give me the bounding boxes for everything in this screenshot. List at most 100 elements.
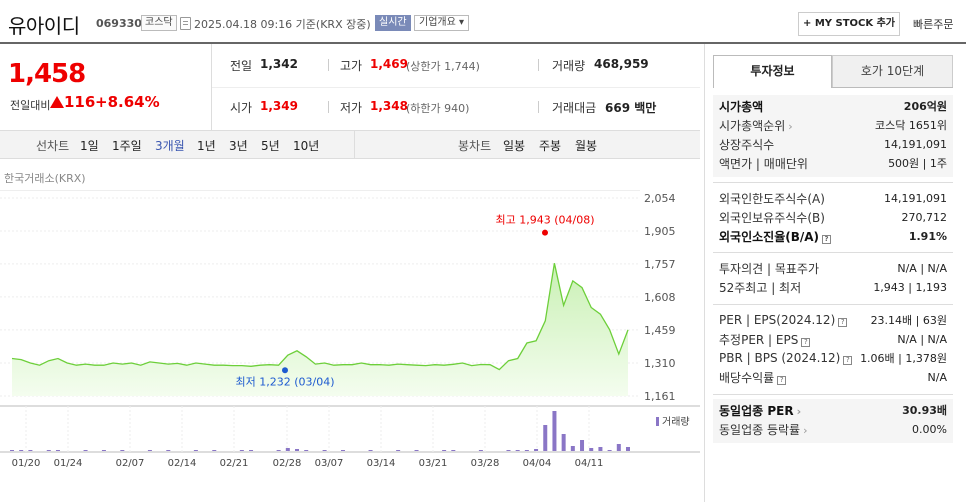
- volume-bar: [276, 450, 281, 451]
- lower-limit: (하한가 940): [406, 102, 470, 115]
- chevron-right-icon[interactable]: ›: [803, 423, 808, 437]
- prev-close-label: 전일: [230, 59, 253, 73]
- chevron-right-icon[interactable]: ›: [796, 404, 802, 418]
- x-tick-label: 02/07: [116, 458, 145, 469]
- tab-invest-info[interactable]: 투자정보: [713, 55, 832, 88]
- period-3y[interactable]: 3년: [229, 139, 248, 153]
- info-row-value: 30.93배: [902, 404, 947, 417]
- volume-bar: [249, 450, 254, 451]
- info-row-value: N/A | N/A: [897, 332, 947, 346]
- help-icon[interactable]: ?: [838, 318, 848, 327]
- company-overview-dropdown[interactable]: 기업개요 ▾: [414, 15, 469, 31]
- info-row[interactable]: 시가총액순위 › 코스닥 1651위: [719, 116, 947, 134]
- info-row-label: 외국인소진율(B/A)?: [719, 228, 832, 245]
- price-change-pct: +8.64%: [95, 93, 160, 111]
- line-chart-label: 선차트: [36, 139, 70, 153]
- volume-bar: [580, 440, 585, 451]
- period-1d[interactable]: 1일: [80, 139, 99, 153]
- y-tick-label: 1,757: [644, 258, 676, 271]
- help-icon[interactable]: ?: [843, 356, 853, 365]
- tab-orderbook-10[interactable]: 호가 10단계: [832, 55, 953, 88]
- realtime-button[interactable]: 실시간: [375, 15, 411, 31]
- info-row[interactable]: PBR | BPS (2024.12)? 1.06배 | 1,378원: [719, 349, 947, 367]
- info-row-value: 0.00%: [912, 422, 947, 436]
- volume-bar: [442, 450, 447, 451]
- document-icon: [180, 17, 191, 30]
- high-value: 1,469: [370, 57, 408, 71]
- info-group-divider: [713, 252, 953, 253]
- info-group-divider: [713, 304, 953, 305]
- period-bar: [0, 130, 700, 159]
- help-icon[interactable]: ?: [801, 337, 811, 347]
- volume-bar: [616, 444, 621, 451]
- volume-bar: [396, 450, 401, 451]
- stock-code: 069330: [96, 17, 142, 30]
- info-row: 외국인한도주식수(A) 14,191,091: [719, 189, 947, 207]
- info-row[interactable]: 동일업종 PER › 30.93배: [719, 401, 947, 419]
- volume-bar: [414, 450, 419, 451]
- volume-bar: [101, 450, 106, 451]
- help-icon[interactable]: ?: [822, 234, 832, 244]
- x-tick-label: 02/21: [220, 458, 249, 469]
- x-tick-label: 03/28: [471, 458, 500, 469]
- info-row[interactable]: 동일업종 등락률 › 0.00%: [719, 420, 947, 438]
- info-row[interactable]: PER | EPS(2024.12)? 23.14배 | 63원: [719, 311, 947, 329]
- period-1y[interactable]: 1년: [197, 139, 216, 153]
- help-icon[interactable]: ?: [777, 375, 787, 385]
- chart-source-label: 한국거래소(KRX): [4, 172, 86, 185]
- price-change: 116: [64, 93, 96, 111]
- current-price: 1,458: [8, 59, 86, 89]
- volume-bar: [166, 450, 171, 451]
- open-label: 시가: [230, 101, 253, 115]
- stock-header: [0, 0, 966, 44]
- min-point-marker: [282, 367, 288, 374]
- info-row: 52주최고 | 최저 1,943 | 1,193: [719, 278, 947, 296]
- quick-order-button[interactable]: 빠른주문: [913, 18, 954, 31]
- timestamp: 2025.04.18 09:16 기준(KRX 장중): [194, 18, 371, 31]
- divider: [538, 59, 539, 71]
- info-group-divider: [713, 394, 953, 395]
- info-row-label: 액면가 | 매매단위: [719, 156, 808, 171]
- period-3m[interactable]: 3개월: [155, 139, 185, 153]
- x-tick-label: 04/04: [523, 458, 552, 469]
- info-row[interactable]: 추정PER | EPS? N/A | N/A: [719, 330, 947, 348]
- period-1w[interactable]: 1주일: [112, 139, 142, 153]
- volume-bar: [28, 450, 33, 451]
- change-label: 전일대비: [10, 99, 51, 112]
- info-group-divider: [713, 182, 953, 183]
- info-row-label: 시가총액: [719, 99, 764, 114]
- y-tick-label: 1,161: [644, 390, 676, 403]
- candle-monthly[interactable]: 월봉: [575, 139, 598, 153]
- period-10y[interactable]: 10년: [293, 139, 320, 153]
- info-row-value: 코스닥 1651위: [875, 119, 947, 132]
- candle-weekly[interactable]: 주봉: [539, 139, 562, 153]
- y-tick-label: 1,905: [644, 225, 676, 238]
- info-row-label: 상장주식수: [719, 137, 775, 152]
- info-row[interactable]: 배당수익률? N/A: [719, 368, 947, 386]
- x-tick-label: 02/14: [168, 458, 197, 469]
- chevron-right-icon[interactable]: ›: [788, 119, 793, 133]
- info-row[interactable]: 외국인소진율(B/A)? 1.91%: [719, 227, 947, 245]
- y-tick-label: 2,054: [644, 192, 676, 205]
- x-tick-label: 01/24: [54, 458, 83, 469]
- info-row-label: 투자의견 | 목표주가: [719, 261, 819, 276]
- volume-bar: [451, 450, 456, 451]
- volume-bar: [83, 450, 88, 451]
- period-bar-divider: [354, 130, 355, 159]
- info-row-value: 14,191,091: [884, 137, 947, 151]
- volume-bar: [534, 449, 539, 451]
- info-row: 투자의견 | 목표주가 N/A | N/A: [719, 259, 947, 277]
- info-row-value: N/A | N/A: [897, 261, 947, 275]
- market-badge: 코스닥: [141, 15, 177, 31]
- x-tick-label: 03/21: [419, 458, 448, 469]
- info-row: 시가총액 206억원: [719, 97, 947, 115]
- volume-bar: [193, 450, 198, 451]
- candle-daily[interactable]: 일봉: [503, 139, 526, 153]
- info-row-value: 1.06배 | 1,378원: [860, 352, 947, 365]
- volume-bar: [304, 450, 309, 451]
- period-5y[interactable]: 5년: [261, 139, 280, 153]
- invest-info-panel: [704, 44, 966, 502]
- info-row-label: 추정PER | EPS?: [719, 331, 811, 348]
- add-mystock-button[interactable]: + MY STOCK 추가: [798, 12, 900, 36]
- volume-bar: [478, 450, 483, 451]
